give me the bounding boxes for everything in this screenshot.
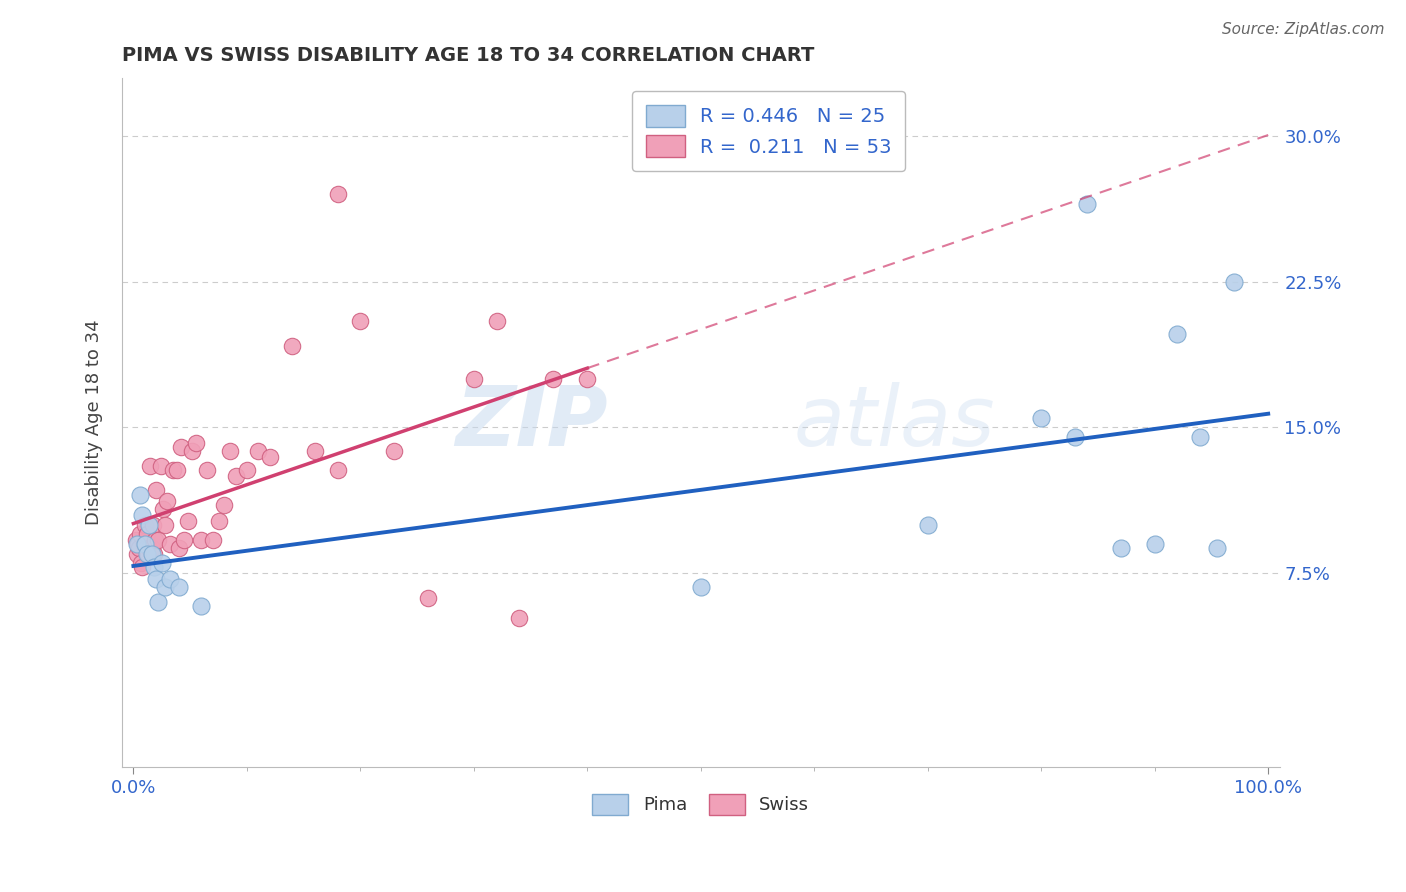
Point: [134, 517, 156, 532]
Point: [218, 443, 240, 458]
Text: ZIP: ZIP: [456, 382, 609, 463]
Point: [190, 599, 212, 613]
Point: [1064, 430, 1087, 444]
Point: [156, 494, 179, 508]
Point: [142, 547, 165, 561]
Point: [128, 541, 150, 555]
Point: [152, 502, 174, 516]
Point: [236, 463, 259, 477]
Point: [1189, 430, 1212, 444]
Point: [150, 557, 173, 571]
Point: [162, 463, 184, 477]
Point: [1206, 541, 1229, 555]
Point: [1223, 275, 1246, 289]
Point: [195, 463, 218, 477]
Point: [142, 517, 165, 532]
Point: [508, 611, 530, 625]
Point: [153, 580, 176, 594]
Point: [689, 580, 711, 594]
Point: [149, 459, 172, 474]
Point: [190, 533, 212, 547]
Point: [173, 533, 195, 547]
Point: [125, 547, 148, 561]
Legend: Pima, Swiss: Pima, Swiss: [583, 785, 818, 823]
Point: [148, 595, 170, 609]
Text: atlas: atlas: [793, 382, 995, 463]
Point: [167, 580, 190, 594]
Point: [136, 547, 159, 561]
Point: [184, 436, 207, 450]
Point: [304, 443, 326, 458]
Point: [201, 533, 224, 547]
Point: [127, 537, 149, 551]
Point: [247, 443, 270, 458]
Point: [141, 541, 163, 555]
Point: [135, 541, 157, 555]
Point: [326, 463, 349, 477]
Point: [159, 572, 181, 586]
Point: [131, 560, 153, 574]
Point: [167, 541, 190, 555]
Point: [1143, 537, 1166, 551]
Point: [326, 187, 349, 202]
Point: [259, 450, 281, 464]
Point: [129, 488, 152, 502]
Point: [136, 547, 159, 561]
Point: [131, 508, 153, 522]
Point: [153, 517, 176, 532]
Point: [138, 541, 160, 555]
Point: [1109, 541, 1132, 555]
Y-axis label: Disability Age 18 to 34: Disability Age 18 to 34: [86, 319, 103, 525]
Point: [124, 533, 146, 547]
Point: [384, 443, 406, 458]
Point: [139, 459, 162, 474]
Point: [349, 313, 371, 327]
Point: [177, 514, 200, 528]
Point: [207, 514, 229, 528]
Point: [281, 339, 304, 353]
Point: [143, 533, 166, 547]
Point: [1166, 327, 1188, 342]
Point: [485, 313, 508, 327]
Point: [125, 537, 148, 551]
Point: [170, 440, 193, 454]
Point: [142, 560, 165, 574]
Point: [225, 469, 247, 483]
Point: [212, 498, 235, 512]
Point: [159, 537, 181, 551]
Text: Source: ZipAtlas.com: Source: ZipAtlas.com: [1222, 22, 1385, 37]
Point: [131, 557, 153, 571]
Point: [463, 372, 485, 386]
Point: [181, 443, 204, 458]
Point: [917, 517, 939, 532]
Point: [166, 463, 188, 477]
Point: [148, 533, 170, 547]
Point: [136, 527, 159, 541]
Point: [145, 483, 167, 497]
Point: [145, 572, 167, 586]
Text: PIMA VS SWISS DISABILITY AGE 18 TO 34 CORRELATION CHART: PIMA VS SWISS DISABILITY AGE 18 TO 34 CO…: [122, 46, 814, 65]
Point: [576, 372, 599, 386]
Point: [418, 591, 440, 606]
Point: [138, 517, 160, 532]
Point: [543, 372, 565, 386]
Point: [1076, 197, 1098, 211]
Point: [134, 537, 156, 551]
Point: [141, 547, 163, 561]
Point: [1031, 410, 1053, 425]
Point: [129, 527, 152, 541]
Point: [132, 537, 155, 551]
